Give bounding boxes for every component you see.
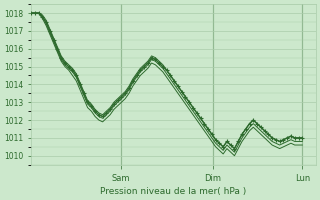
X-axis label: Pression niveau de la mer( hPa ): Pression niveau de la mer( hPa ) bbox=[100, 187, 247, 196]
